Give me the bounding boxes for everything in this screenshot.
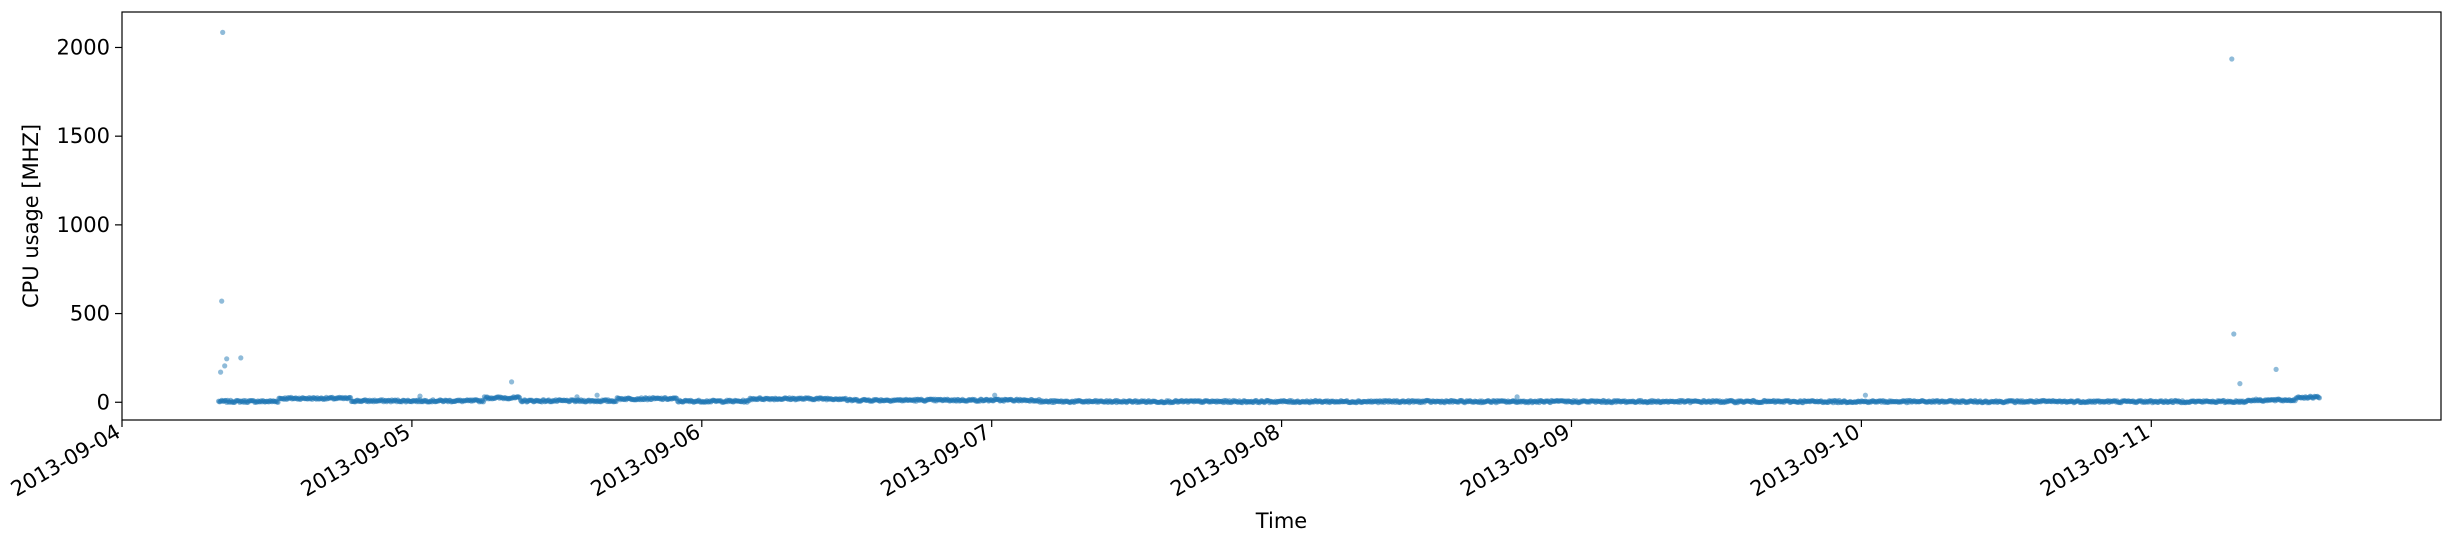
y-tick-label: 500 — [70, 302, 110, 326]
data-points — [216, 29, 2322, 406]
data-point — [2316, 395, 2322, 401]
data-point — [219, 298, 225, 304]
data-point — [275, 399, 281, 405]
y-tick-label: 1000 — [57, 213, 110, 237]
data-point — [2229, 56, 2235, 62]
data-point — [220, 29, 226, 35]
data-point — [218, 369, 224, 375]
x-axis-label: Time — [1255, 509, 1307, 533]
data-point — [224, 356, 230, 362]
y-tick-label: 2000 — [57, 35, 110, 59]
y-axis-label: CPU usage [MHZ] — [19, 124, 43, 308]
data-point — [1514, 394, 1520, 400]
data-point — [222, 363, 228, 369]
y-tick-label: 1500 — [57, 124, 110, 148]
y-tick-label: 0 — [97, 390, 110, 414]
data-point — [509, 379, 515, 385]
data-point — [594, 392, 600, 398]
data-point — [992, 392, 998, 398]
data-point — [1862, 392, 1868, 398]
data-point — [417, 393, 423, 399]
data-point — [574, 394, 580, 400]
data-point — [2231, 331, 2237, 337]
data-point — [2273, 366, 2279, 372]
data-point — [2237, 381, 2243, 387]
y-axis-ticks: 0 500 1000 1500 2000 — [57, 35, 122, 414]
data-point — [238, 355, 244, 361]
